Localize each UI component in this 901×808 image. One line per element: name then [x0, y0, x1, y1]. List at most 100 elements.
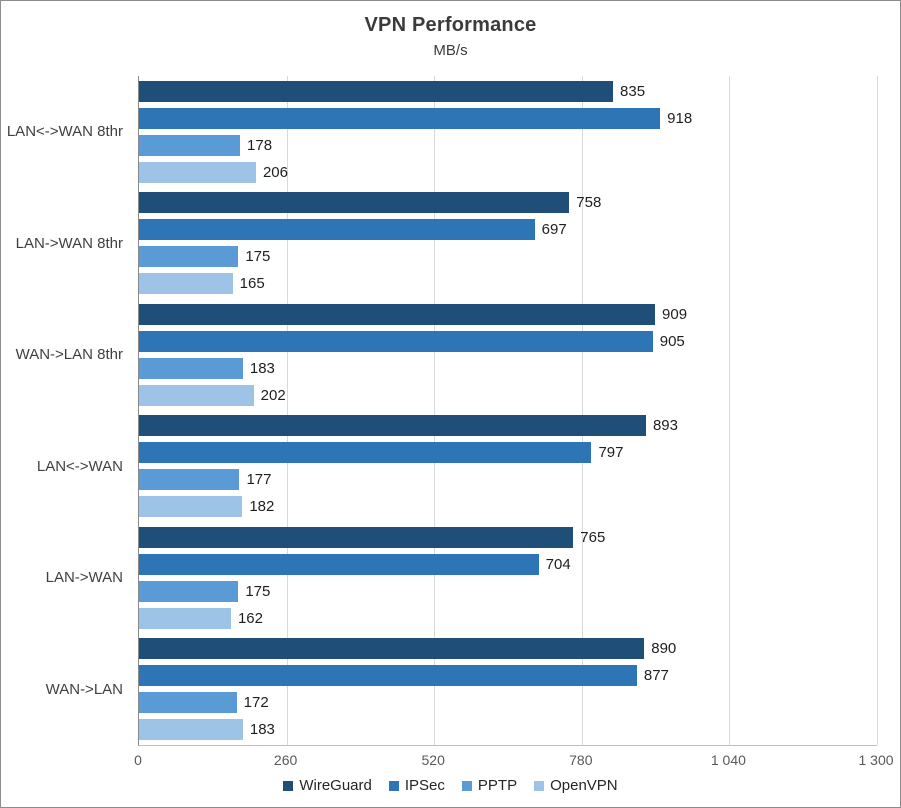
bar-row: 172 — [139, 692, 877, 714]
bar-value-label: 890 — [651, 640, 677, 658]
bar-row: 909 — [139, 303, 877, 325]
legend-marker — [534, 780, 545, 791]
bar-row: 178 — [139, 134, 877, 156]
bar-ipsec — [139, 219, 535, 241]
bar-group: 909 905 183 202 — [139, 299, 877, 411]
bar-pptp — [139, 246, 239, 268]
bar-group: 890 877 172 183 — [139, 634, 877, 746]
bar-wireguard — [139, 303, 656, 325]
bar-ipsec — [139, 442, 592, 464]
bar-pptp — [139, 580, 239, 602]
bar-value-label: 704 — [545, 555, 571, 573]
bar-value-label: 909 — [662, 305, 688, 323]
bar-value-label: 165 — [239, 275, 265, 293]
bar-value-label: 177 — [246, 471, 272, 489]
legend: WireGuard IPSec PPTP OpenVPN — [1, 778, 900, 793]
legend-label: IPSec — [404, 777, 445, 794]
bar-value-label: 178 — [247, 136, 273, 154]
x-tick-label: 1 300 — [858, 752, 894, 768]
plot-area: 835 918 178 206 758 697 175 165 909 905 183 202 893 7… — [138, 76, 878, 746]
bar-row: 165 — [139, 273, 877, 295]
gridline — [581, 76, 583, 745]
bar-value-label: 893 — [652, 417, 678, 435]
bar-openvpn — [139, 273, 233, 295]
bar-row: 183 — [139, 719, 877, 741]
bar-ipsec — [139, 107, 661, 129]
bar-wireguard — [139, 192, 570, 214]
x-axis: 0 260 520 780 1 040 1 300 — [134, 752, 893, 770]
bar-value-label: 206 — [262, 163, 288, 181]
bar-value-label: 175 — [245, 248, 271, 266]
bar-row: 835 — [139, 80, 877, 102]
bar-row: 890 — [139, 638, 877, 660]
bar-row: 177 — [139, 469, 877, 491]
bar-value-label: 765 — [580, 528, 606, 546]
bar-wireguard — [139, 638, 645, 660]
bar-value-label: 877 — [643, 667, 669, 685]
bar-openvpn — [139, 384, 254, 406]
legend-item: IPSec — [388, 777, 445, 794]
x-tick-label: 1 040 — [710, 752, 746, 768]
category-label: LAN->WAN — [45, 569, 123, 587]
bar-group: 893 797 177 182 — [139, 411, 877, 523]
legend-marker — [283, 780, 294, 791]
bar-row: 905 — [139, 330, 877, 352]
category-label: LAN->WAN 8thr — [15, 234, 123, 252]
bar-wireguard — [139, 80, 614, 102]
gridline — [877, 76, 878, 745]
bar-openvpn — [139, 607, 231, 629]
bar-value-label: 162 — [237, 609, 263, 627]
category-label: LAN<->WAN 8thr — [6, 123, 123, 141]
bar-ipsec — [139, 330, 653, 352]
bar-row: 206 — [139, 161, 877, 183]
legend-marker — [461, 780, 472, 791]
bar-row: 758 — [139, 192, 877, 214]
bar-wireguard — [139, 415, 646, 437]
bar-pptp — [139, 134, 241, 156]
bar-row: 175 — [139, 246, 877, 268]
bar-value-label: 202 — [260, 386, 286, 404]
bar-value-label: 172 — [243, 694, 269, 712]
bar-row: 162 — [139, 607, 877, 629]
bar-value-label: 905 — [659, 332, 685, 350]
x-tick-label: 780 — [569, 752, 593, 768]
bar-row: 183 — [139, 357, 877, 379]
chart-title: VPN Performance — [364, 14, 537, 36]
bar-value-label: 182 — [249, 498, 275, 516]
legend-item: PPTP — [461, 777, 518, 794]
bar-row: 175 — [139, 580, 877, 602]
category-labels: LAN<->WAN 8thr LAN->WAN 8thr WAN->LAN 8thr… — [1, 76, 123, 745]
bar-openvpn — [139, 719, 243, 741]
bar-value-label: 835 — [620, 82, 646, 100]
bar-value-label: 918 — [667, 109, 693, 127]
x-tick-label: 0 — [134, 752, 142, 768]
bar-value-label: 183 — [249, 721, 275, 739]
bar-openvpn — [139, 496, 243, 518]
bar-value-label: 183 — [249, 359, 275, 377]
category-label: WAN->LAN — [45, 680, 123, 698]
x-tick-label: 520 — [421, 752, 445, 768]
bar-openvpn — [139, 161, 256, 183]
gridline — [434, 76, 436, 745]
legend-label: WireGuard — [299, 777, 372, 794]
bar-pptp — [139, 692, 237, 714]
x-tick-label: 260 — [273, 752, 298, 768]
bar-group: 835 918 178 206 — [139, 76, 877, 188]
bar-row: 765 — [139, 526, 877, 548]
legend-label: OpenVPN — [550, 777, 618, 794]
legend-label: PPTP — [477, 777, 518, 794]
legend-item: OpenVPN — [534, 778, 618, 793]
bar-ipsec — [139, 665, 637, 687]
bar-value-label: 797 — [598, 444, 624, 462]
bar-pptp — [139, 357, 243, 379]
gridline — [286, 76, 288, 745]
bar-row: 877 — [139, 665, 877, 687]
bar-group: 765 704 175 162 — [139, 522, 877, 634]
legend-marker — [388, 780, 399, 791]
legend-item: WireGuard — [283, 778, 372, 793]
bar-row: 704 — [139, 553, 877, 575]
bar-value-label: 175 — [245, 582, 271, 600]
bar-row: 202 — [139, 384, 877, 406]
bar-ipsec — [139, 553, 539, 575]
